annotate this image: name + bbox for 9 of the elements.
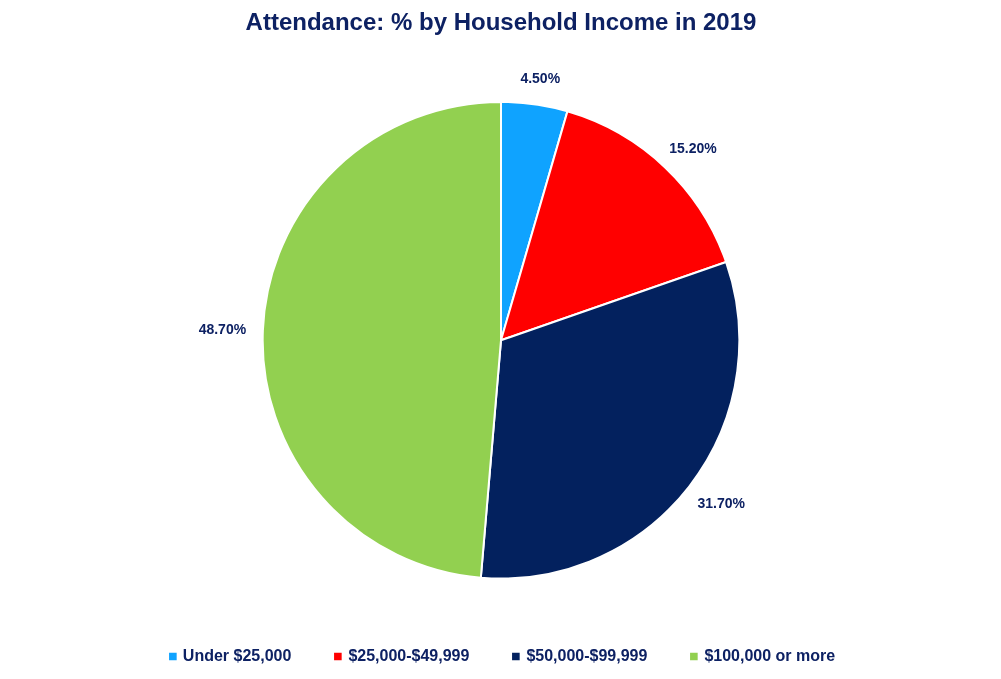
data-label: 48.70% — [198, 321, 247, 338]
data-label: 31.70% — [697, 494, 746, 511]
chart-title: Attendance: % by Household Income in 2019 — [245, 7, 757, 35]
legend-label: $50,000-$99,999 — [526, 647, 648, 665]
legend-label: Under $25,000 — [182, 647, 292, 665]
legend-label: $25,000-$49,999 — [348, 647, 470, 665]
data-label: 15.20% — [669, 140, 718, 157]
data-label: 4.50% — [520, 70, 561, 87]
legend-label: $100,000 or more — [704, 647, 836, 665]
